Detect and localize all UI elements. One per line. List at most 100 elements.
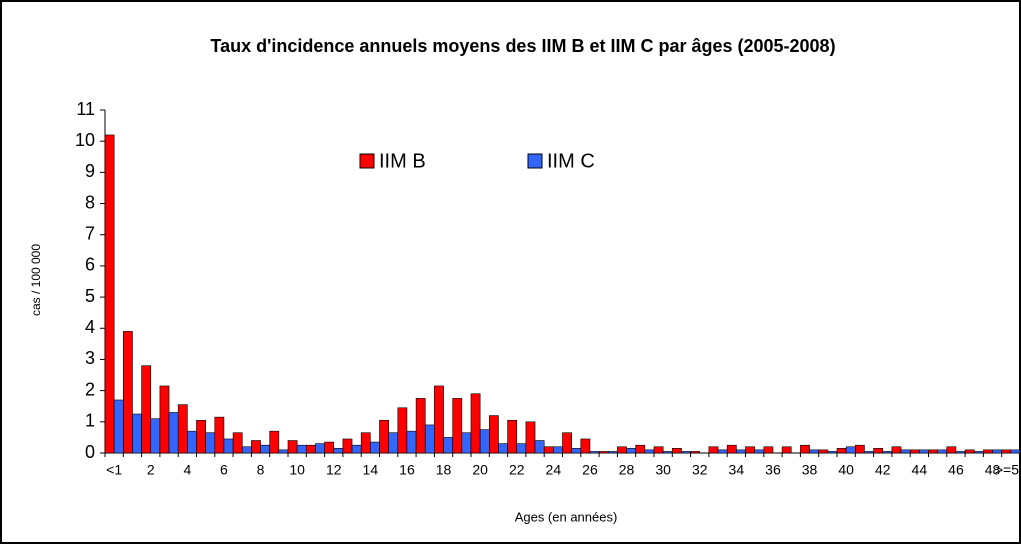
bar: [681, 451, 691, 454]
x-tick-label: 16: [399, 462, 415, 478]
bar: [644, 449, 655, 454]
bar: [232, 432, 243, 454]
bar: [360, 432, 371, 454]
bar: [891, 446, 902, 454]
x-tick-label: 30: [655, 462, 671, 478]
bar: [479, 429, 490, 454]
bar: [123, 331, 133, 454]
bar: [598, 451, 609, 454]
bar: [955, 451, 966, 454]
x-tick-label: 44: [912, 462, 928, 478]
bar: [617, 446, 627, 454]
y-tick-label: 4: [85, 317, 95, 337]
legend-swatch: [527, 153, 543, 169]
x-tick-label: 48: [985, 462, 1001, 478]
bar: [607, 451, 618, 454]
y-tick-label: 0: [85, 442, 95, 462]
bar: [763, 446, 774, 454]
bar: [919, 449, 929, 454]
bar: [269, 430, 280, 454]
bar: [1001, 449, 1012, 454]
bar: [864, 451, 874, 454]
bar: [818, 449, 829, 454]
bar: [562, 432, 572, 454]
bar: [287, 440, 298, 454]
y-tick-label: 9: [85, 161, 95, 181]
x-tick-label: 34: [729, 462, 745, 478]
x-tick-label: 20: [472, 462, 488, 478]
bar: [516, 443, 527, 454]
y-tick-label: 2: [85, 379, 95, 399]
bar: [379, 419, 389, 454]
bar: [488, 415, 499, 454]
bar: [305, 444, 316, 454]
bar: [525, 421, 536, 454]
bar: [836, 448, 847, 454]
bar: [800, 444, 810, 454]
bar: [507, 419, 518, 454]
legend-label: IIM B: [379, 150, 426, 172]
x-tick-label: 14: [363, 462, 379, 478]
x-tick-label: 2: [147, 462, 155, 478]
y-axis-title: cas / 100 000: [29, 244, 43, 316]
x-tick-label: 38: [802, 462, 818, 478]
bar: [690, 451, 701, 454]
x-axis-title: Ages (en années): [515, 509, 618, 524]
bar: [589, 451, 600, 454]
legend-label: IIM C: [547, 150, 595, 172]
bar: [662, 451, 673, 454]
x-tick-label: 10: [289, 462, 305, 478]
y-tick-label: 8: [85, 192, 95, 212]
bar: [854, 444, 865, 454]
bar: [983, 449, 993, 454]
bar: [132, 413, 142, 454]
bar: [736, 449, 746, 454]
bar: [726, 444, 737, 454]
x-tick-label: 8: [257, 462, 265, 478]
x-tick-label: 36: [765, 462, 781, 478]
bar: [717, 449, 728, 454]
bar: [351, 444, 362, 454]
bar: [809, 449, 819, 454]
bar: [928, 449, 938, 454]
bar: [196, 419, 206, 454]
bar: [937, 449, 948, 454]
legend-swatch: [359, 153, 375, 169]
bar: [104, 134, 115, 454]
bar: [177, 404, 188, 454]
bar: [553, 446, 563, 454]
y-tick-label: 10: [75, 130, 95, 150]
bar: [205, 432, 216, 454]
y-tick-label: 6: [85, 255, 95, 275]
y-tick-label: 5: [85, 286, 95, 306]
bar: [543, 446, 554, 454]
y-tick-label: 3: [85, 348, 95, 368]
bar: [424, 424, 435, 454]
bar: [1010, 449, 1021, 454]
bar: [241, 446, 252, 454]
y-tick-label: 1: [85, 411, 95, 431]
bar: [470, 393, 481, 454]
x-tick-label: 46: [948, 462, 964, 478]
bar: [278, 449, 289, 454]
x-tick-label: 6: [220, 462, 228, 478]
bar: [342, 438, 353, 454]
bar: [781, 446, 792, 454]
bar: [214, 416, 225, 454]
bar: [745, 446, 755, 454]
bar: [159, 385, 170, 454]
x-tick-label: 42: [875, 462, 891, 478]
bar: [900, 449, 911, 454]
bar: [443, 437, 453, 454]
bar: [397, 407, 408, 454]
bar: [708, 446, 719, 454]
bar: [324, 441, 335, 454]
bar: [580, 438, 591, 454]
bar: [370, 441, 380, 454]
bar: [452, 398, 463, 454]
bar: [187, 430, 197, 454]
x-tick-label: >=50: [995, 462, 1021, 478]
bar: [534, 440, 545, 454]
bar: [873, 448, 884, 454]
